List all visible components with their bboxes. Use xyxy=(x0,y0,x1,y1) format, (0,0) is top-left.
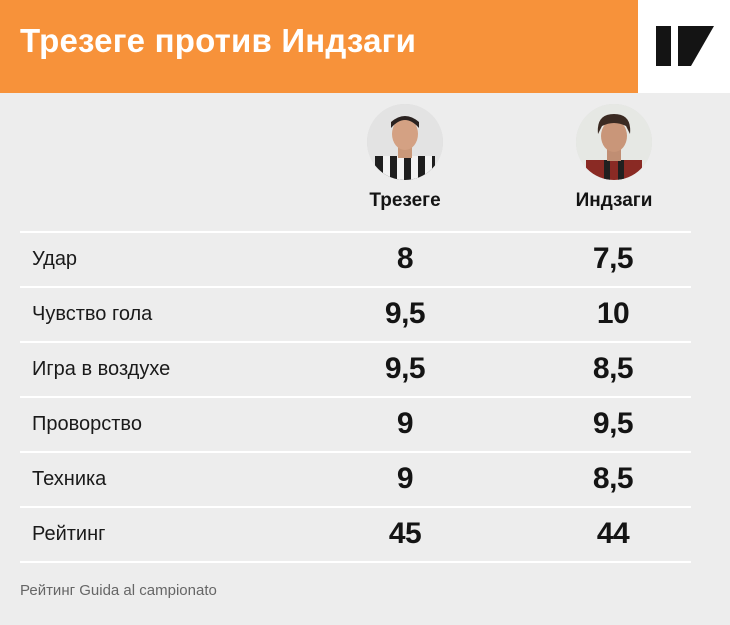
table-row: Техника 9 8,5 xyxy=(20,451,691,506)
page-title: Трезеге против Индзаги xyxy=(20,22,417,59)
player-name-trezeguet: Трезеге xyxy=(369,190,441,211)
value-inzaghi: 7,5 xyxy=(592,242,634,275)
row-label: Рейтинг xyxy=(32,523,106,545)
row-label: Чувство гола xyxy=(32,303,153,325)
value-trezeguet: 8 xyxy=(396,242,414,275)
value-trezeguet: 9,5 xyxy=(384,352,426,385)
value-inzaghi: 10 xyxy=(596,297,630,330)
player-name-inzaghi: Индзаги xyxy=(575,190,653,211)
table-row: Удар 8 7,5 xyxy=(20,231,691,286)
header-banner: Трезеге против Индзаги xyxy=(0,0,638,93)
player-trezeguet: Трезеге xyxy=(325,104,485,212)
table-row: Проворство 9 9,5 xyxy=(20,396,691,451)
table-row: Чувство гола 9,5 10 xyxy=(20,286,691,341)
value-inzaghi: 8,5 xyxy=(592,462,634,495)
row-label: Удар xyxy=(32,248,78,270)
table-row: Рейтинг 45 44 xyxy=(20,506,691,563)
value-inzaghi: 9,5 xyxy=(592,407,634,440)
footnote: Рейтинг Guida al campionato xyxy=(20,582,217,599)
player-photo-trezeguet xyxy=(367,104,443,180)
value-inzaghi: 8,5 xyxy=(592,352,634,385)
value-inzaghi: 44 xyxy=(596,517,630,550)
value-trezeguet: 45 xyxy=(388,517,422,550)
row-label: Игра в воздухе xyxy=(32,358,171,380)
value-trezeguet: 9 xyxy=(396,462,414,495)
row-label: Техника xyxy=(32,468,107,490)
logo-box[interactable] xyxy=(638,0,730,93)
player-photo-inzaghi xyxy=(576,104,652,180)
player-inzaghi: Индзаги xyxy=(534,104,694,212)
value-trezeguet: 9,5 xyxy=(384,297,426,330)
table-row: Игра в воздухе 9,5 8,5 xyxy=(20,341,691,396)
publisher-logo-icon xyxy=(656,26,714,66)
value-trezeguet: 9 xyxy=(396,407,414,440)
row-label: Проворство xyxy=(32,413,142,435)
comparison-table: Удар 8 7,5 Чувство гола 9,5 10 Игра в во… xyxy=(20,231,691,563)
